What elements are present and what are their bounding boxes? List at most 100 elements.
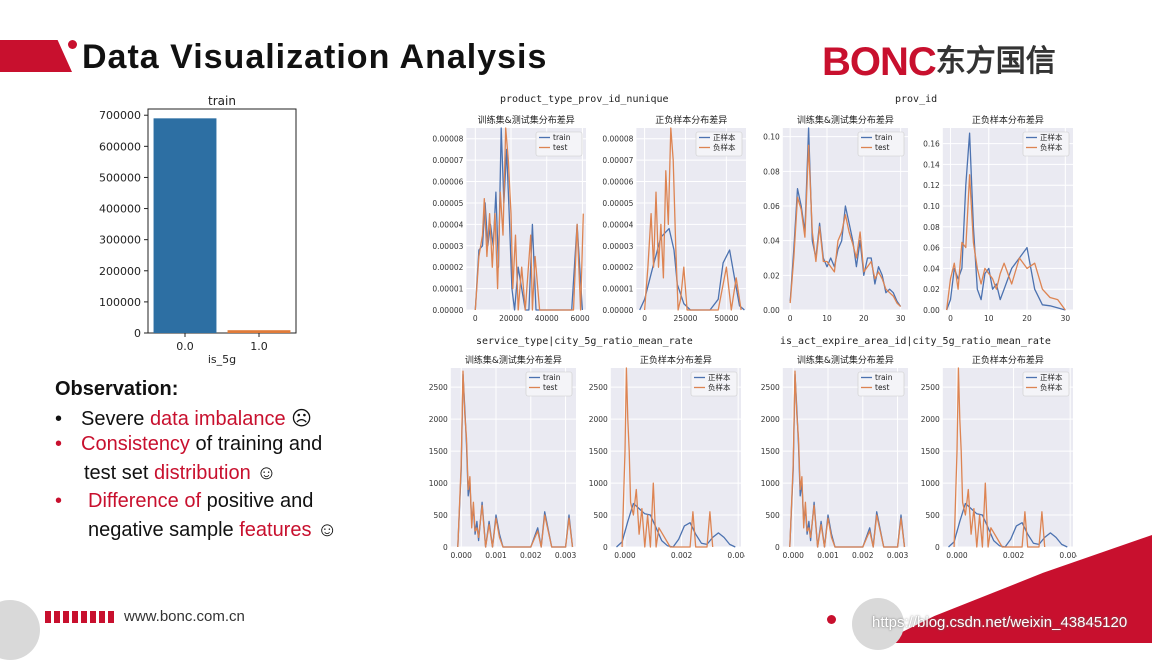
title-accent-dot [68,40,77,49]
x-tick-label: 20 [859,314,869,323]
bonc-logo: BONC东方国信 [822,36,1056,85]
x-tick-label: 10 [984,314,994,323]
footer-url[interactable]: www.bonc.com.cn [124,608,245,625]
y-tick-label: 500000 [99,171,141,184]
kde-panel-isact-pos-neg: 正负样本分布差异 0 500 1000 1500 2000 2500 0.000 0.002 0.… [921,354,1077,560]
y-tick-label: 200000 [99,265,141,278]
y-tick-label: 0.16 [923,140,940,149]
series-line-test [789,370,906,548]
series-line-正样本 [616,502,736,548]
series-line-test [457,370,574,548]
y-tick-label: 0.06 [923,244,940,253]
decor-circle-right [852,598,904,650]
x-tick-label: 0.002 [852,551,874,560]
kde-panel-isact-train-test: 训练集&测试集分布差异 0 500 1000 1500 2000 2500 0.000 0.00… [761,354,909,560]
legend-label: test [553,143,567,152]
y-tick-label: 0.00006 [602,178,633,187]
observation-bullet-1: • Severe data imbalance ☹ [55,406,312,431]
group-title-is-act-expire: is_act_expire_area_id|city_5g_ratio_mean… [780,336,1051,347]
bullet-text: Severe [81,408,150,430]
bullet-highlight: data imbalance [149,408,286,430]
bullet-emoji: ☺ [250,462,277,484]
bullet-text: positive and [201,490,314,512]
y-tick-label: 1500 [429,447,448,456]
bar-1.0 [227,330,291,333]
series-line-负样本 [953,367,1046,548]
legend-label: train [553,133,571,142]
x-tick-label: 0.004 [727,551,745,560]
y-tick-label: 2000 [429,415,448,424]
x-tick-label: 0.000 [782,551,804,560]
legend-label: test [875,143,889,152]
x-tick-label: 0.000 [946,551,968,560]
series-line-负样本 [621,367,714,548]
y-tick-label: 500 [925,511,940,520]
kde-panel-service-train-test: 训练集&测试集分布差异 0 500 1000 1500 2000 2500 0.000 0.00… [429,354,577,560]
bullet-text: test set [84,462,155,484]
series-line-负样本 [643,127,742,311]
y-tick-label: 600000 [99,140,141,153]
series-line-正样本 [945,132,1066,311]
legend-label: 正样本 [708,372,731,382]
y-tick-label: 1500 [921,447,940,456]
y-tick-label: 0 [134,327,141,340]
x-tick-label: 20 [1022,314,1032,323]
x-tick-label: 25000 [674,314,698,323]
x-axis-label: is_5g [208,353,236,366]
x-tick-label: 0.004 [1059,551,1077,560]
legend-label: 负样本 [1040,382,1063,392]
y-tick-label: 0.00002 [602,263,633,272]
y-tick-label: 0.00008 [432,135,463,144]
y-tick-label: 2500 [921,383,940,392]
y-tick-label: 2500 [589,383,608,392]
legend-label: test [875,383,889,392]
title-accent-bar [0,40,72,72]
y-tick-label: 0.00 [923,306,940,315]
logo-chinese: 东方国信 [935,45,1056,78]
bullet-emoji: ☺ [311,519,338,541]
x-tick-label: 0 [948,314,953,323]
kde-panel-service-pos-neg: 正负样本分布差异 0 500 1000 1500 2000 2500 0.000 0.002 0.… [589,354,745,560]
legend-label: 正样本 [1040,132,1063,142]
legend-label: train [543,373,561,382]
x-tick-label: 0 [473,314,478,323]
train-bar-chart: train 0 100000 200000 300000 400000 500000 6000… [99,94,297,366]
bullet-highlight: features [239,519,312,541]
logo-latin: BONC [822,40,937,84]
footer-bars [45,611,115,623]
y-tick-label: 0.02 [923,285,940,294]
x-tick-label: 30 [896,314,906,323]
x-tick-label: 1.0 [250,340,268,353]
legend-label: 负样本 [1040,142,1063,152]
y-tick-label: 100000 [99,296,141,309]
x-tick-label: 60000 [571,314,590,323]
observation-title: Observation: [55,378,179,400]
observation-bullet-3-cont: negative sample features ☺ [88,519,337,542]
x-tick-label: 0.002 [520,551,542,560]
decor-circle-left [0,600,40,660]
bullet-dot: • [55,490,63,512]
observation-bullet-2-cont: test set distribution ☺ [84,462,277,485]
y-tick-label: 1500 [589,447,608,456]
y-tick-label: 1000 [761,479,780,488]
series-line-正样本 [948,502,1068,548]
kde-panel-prov-train-test: 训练集&测试集分布差异 0.00 0.02 0.04 0.06 0.08 0.10 0 10 20… [763,114,908,323]
y-tick-label: 0.02 [763,271,780,280]
legend-label: train [875,133,893,142]
panel-subtitle: 训练集&测试集分布差异 [797,114,894,126]
group-title-product-type: product_type_prov_id_nunique [500,94,669,105]
x-tick-label: 40000 [535,314,559,323]
panel-subtitle: 正负样本分布差异 [972,354,1044,366]
y-tick-label: 0.00 [763,306,780,315]
y-tick-label: 0.00008 [602,135,633,144]
bar-chart-title: train [208,94,236,108]
bullet-dot: • [55,433,63,455]
y-tick-label: 1000 [921,479,940,488]
legend-label: 负样本 [713,142,736,152]
y-tick-label: 1000 [589,479,608,488]
series-line-负样本 [945,174,1066,311]
x-tick-label: 0 [642,314,647,323]
group-title-prov-id: prov_id [895,94,938,105]
y-tick-label: 0.08 [763,167,780,176]
legend-label: 负样本 [708,382,731,392]
